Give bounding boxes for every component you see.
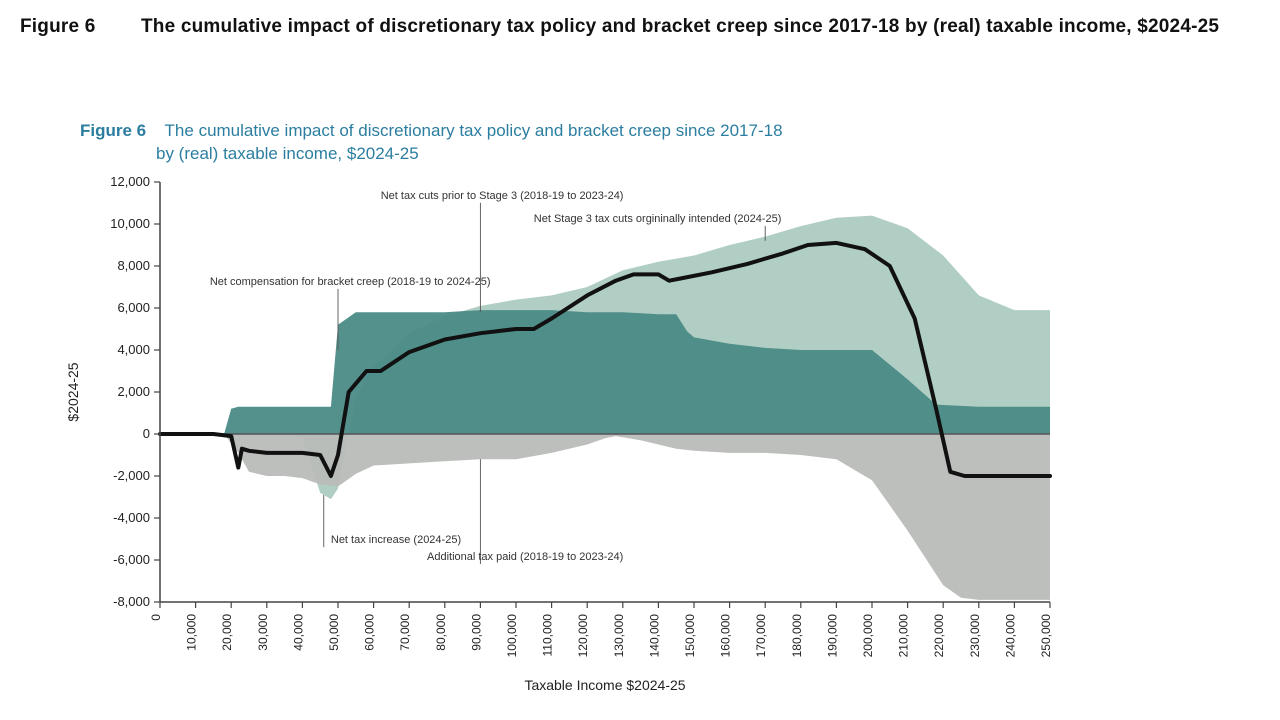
y-tick-label: -4,000: [113, 510, 150, 525]
x-tick-label: 230,000: [968, 614, 982, 658]
x-tick-label: 120,000: [576, 614, 590, 658]
x-tick-label: 70,000: [398, 614, 412, 651]
x-tick-label: 100,000: [505, 614, 519, 658]
callout-label: Net Stage 3 tax cuts orgininally intende…: [534, 213, 782, 225]
inner-figure-title: Figure 6 The cumulative impact of discre…: [80, 120, 1070, 166]
x-tick-label: 140,000: [647, 614, 661, 658]
callout-label: Net tax increase (2024-25): [331, 534, 461, 546]
x-tick-label: 110,000: [541, 614, 555, 657]
x-tick-label: 210,000: [897, 614, 911, 658]
outer-figure-title: Figure 6 The cumulative impact of discre…: [20, 12, 1260, 42]
y-tick-label: -6,000: [113, 552, 150, 567]
figure-container: Figure 6 The cumulative impact of discre…: [50, 120, 1070, 710]
page-root: Figure 6 The cumulative impact of discre…: [0, 0, 1280, 720]
chart-svg: -8,000 -6,000 -4,000 -2,000 0 2,000 4,000 6,000…: [50, 172, 1070, 712]
y-axis-label: $2024-25: [65, 362, 81, 421]
callout-label: Additional tax paid (2018-19 to 2023-24): [427, 551, 623, 563]
x-tick-label: 220,000: [932, 614, 946, 658]
x-tick-label: 180,000: [790, 614, 804, 658]
x-tick-label: 200,000: [861, 614, 875, 658]
y-tick-label: 0: [143, 426, 150, 441]
y-tick-label: 12,000: [110, 174, 150, 189]
y-tick-label: 2,000: [117, 384, 150, 399]
x-tick-label: 30,000: [256, 614, 270, 651]
x-tick-label: 50,000: [327, 614, 341, 651]
y-tick-label: 4,000: [117, 342, 150, 357]
y-tick-label: -2,000: [113, 468, 150, 483]
x-tick-label: 190,000: [825, 614, 839, 658]
x-tick-label: 80,000: [434, 614, 448, 651]
x-tick-label: 0: [149, 614, 163, 621]
y-tick-label: 10,000: [110, 216, 150, 231]
x-tick-label: 20,000: [220, 614, 234, 651]
x-tick-label: 10,000: [185, 614, 199, 651]
x-tick-label: 150,000: [683, 614, 697, 658]
x-tick-label: 250,000: [1039, 614, 1053, 658]
x-tick-label: 90,000: [469, 614, 483, 651]
inner-figure-lead: Figure 6: [80, 121, 146, 140]
x-tick-label: 60,000: [363, 614, 377, 651]
y-tick-label: 8,000: [117, 258, 150, 273]
outer-figure-text: The cumulative impact of discretionary t…: [141, 16, 1219, 37]
inner-figure-line1: The cumulative impact of discretionary t…: [165, 121, 783, 140]
callout-label: Net compensation for bracket creep (2018…: [210, 276, 491, 288]
callout-label: Net tax cuts prior to Stage 3 (2018-19 t…: [381, 190, 624, 202]
inner-figure-line2: by (real) taxable income, $2024-25: [156, 144, 419, 163]
x-tick-label: 160,000: [719, 614, 733, 658]
y-tick-label: 6,000: [117, 300, 150, 315]
outer-figure-lead: Figure 6: [20, 12, 96, 42]
x-tick-label: 130,000: [612, 614, 626, 658]
x-tick-label: 170,000: [754, 614, 768, 658]
y-tick-label: -8,000: [113, 594, 150, 609]
x-tick-label: 240,000: [1003, 614, 1017, 658]
x-tick-label: 40,000: [291, 614, 305, 651]
x-axis-label: Taxable Income $2024-25: [524, 677, 685, 693]
